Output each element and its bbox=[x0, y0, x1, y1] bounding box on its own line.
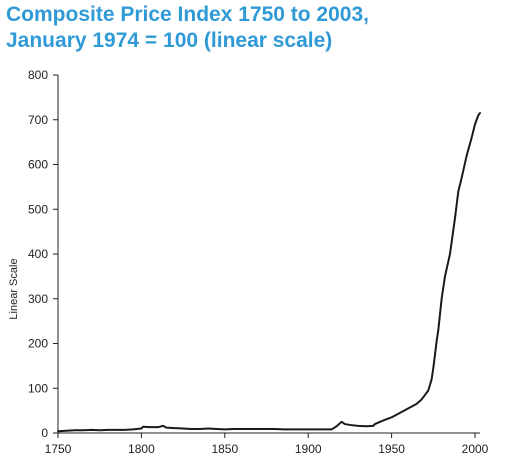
y-axis-label: Linear Scale bbox=[8, 258, 20, 319]
x-tick-label: 1800 bbox=[128, 442, 155, 456]
y-tick-label: 200 bbox=[28, 337, 48, 351]
y-tick-label: 300 bbox=[28, 292, 48, 306]
y-tick-label: 400 bbox=[28, 247, 48, 261]
x-axis: 1750 1800 1850 1900 1950 2000 bbox=[45, 432, 489, 456]
y-tick-label: 800 bbox=[28, 68, 48, 82]
y-tick-label: 100 bbox=[28, 381, 48, 395]
y-tick-label: 0 bbox=[41, 426, 48, 440]
x-tick-label: 2000 bbox=[462, 442, 489, 456]
chart-title-line-2: January 1974 = 100 (linear scale) bbox=[6, 29, 333, 52]
x-tick-label: 1850 bbox=[211, 442, 238, 456]
x-tick-label: 1950 bbox=[378, 442, 405, 456]
series-group bbox=[57, 112, 481, 433]
y-tick-label: 500 bbox=[28, 202, 48, 216]
chart-title: Composite Price Index 1750 to 2003, Janu… bbox=[6, 2, 369, 54]
y-tick-label: 600 bbox=[28, 158, 48, 172]
x-tick-label: 1750 bbox=[45, 442, 72, 456]
y-tick-label: 700 bbox=[28, 113, 48, 127]
x-tick-label: 1900 bbox=[295, 442, 322, 456]
y-axis: 0 100 200 300 400 500 600 700 800 bbox=[28, 68, 59, 440]
series-line bbox=[57, 112, 481, 433]
chart-title-line-1: Composite Price Index 1750 to 2003, bbox=[6, 3, 369, 26]
